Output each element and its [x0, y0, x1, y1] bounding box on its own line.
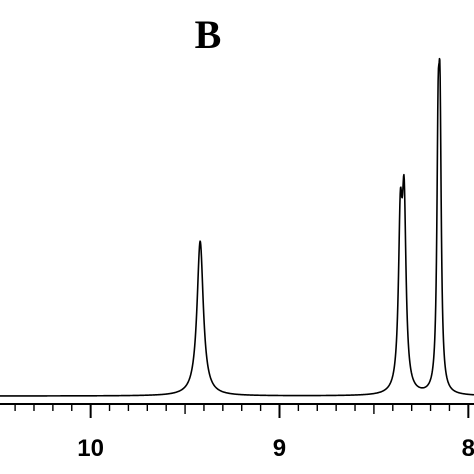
- x-tick-label: 9: [273, 435, 286, 462]
- spectrum-trace: [0, 57, 474, 397]
- x-tick-label: 10: [77, 435, 104, 462]
- x-tick-label: 8: [462, 435, 474, 462]
- x-tick-labels: 10 9 8: [77, 435, 474, 462]
- x-axis-ticks: [14, 404, 470, 418]
- panel-letter: B: [195, 12, 222, 57]
